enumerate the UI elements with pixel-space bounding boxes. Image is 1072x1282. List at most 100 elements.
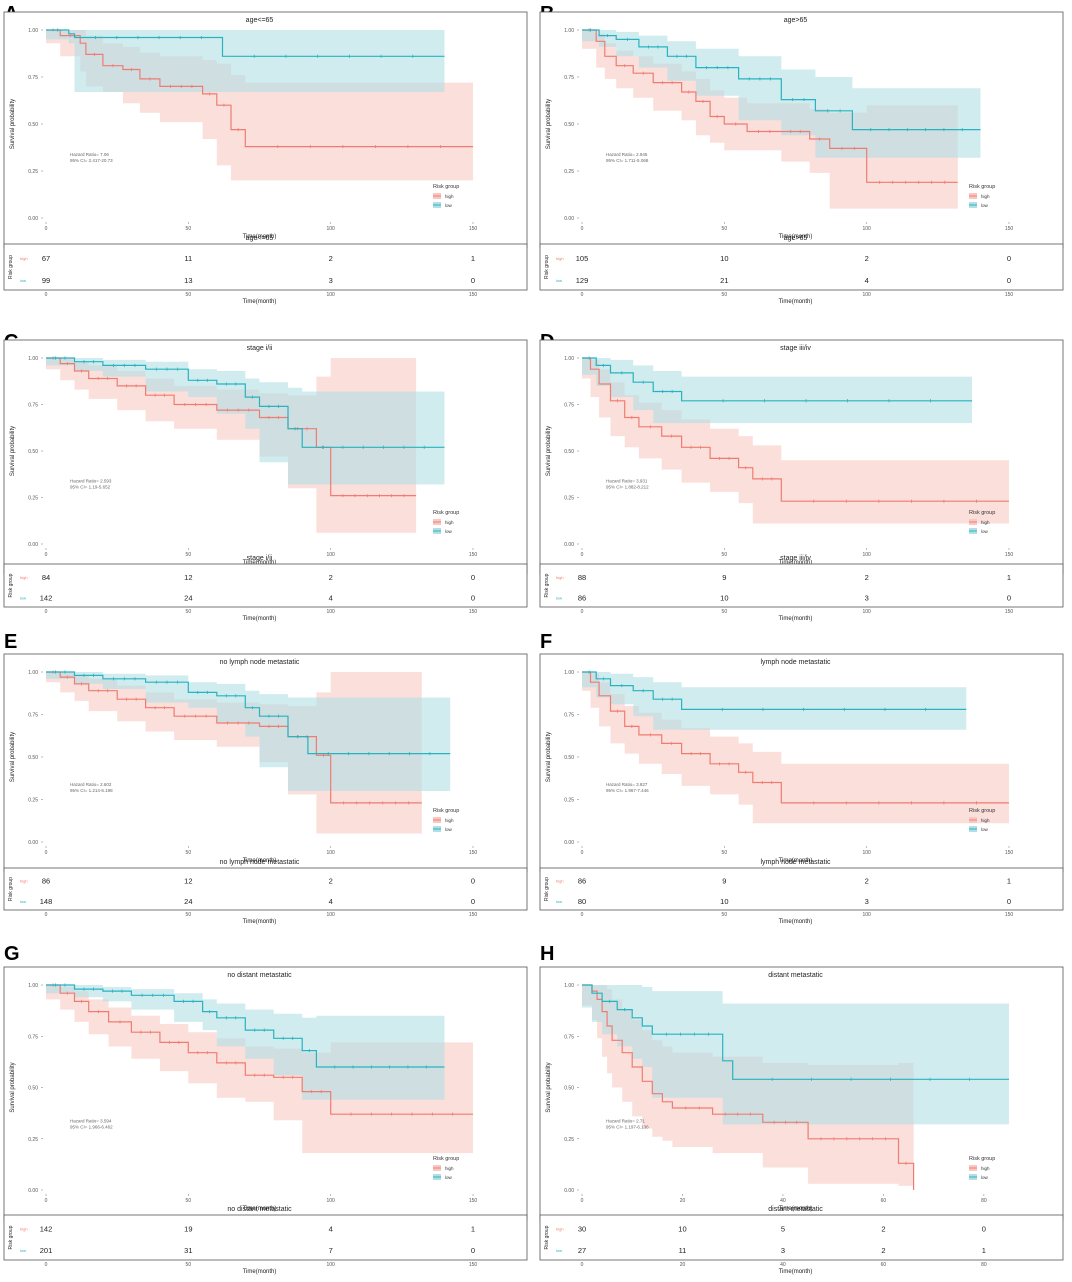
risk-count-low: 2	[881, 1246, 885, 1255]
x-tick-label: 50	[186, 226, 192, 232]
risk-x-tick-label: 50	[722, 609, 728, 615]
risk-x-tick-label: 0	[45, 609, 48, 615]
risk-count-low: 3	[329, 276, 333, 285]
x-tick-label: 0	[581, 1198, 584, 1204]
risk-count-high: 30	[578, 1225, 586, 1234]
x-tick-label: 50	[722, 226, 728, 232]
risk-x-tick-label: 100	[326, 1262, 335, 1268]
risk-count-high: 2	[329, 573, 333, 582]
confidence-interval: 95% CI= 1.711-5.068	[606, 158, 649, 163]
risk-count-high: 84	[42, 573, 50, 582]
risk-x-axis-label: Time(month)	[779, 1269, 813, 1275]
confidence-interval: 95% CI= 1.967-7.446	[606, 788, 649, 793]
x-tick-label: 60	[881, 1198, 887, 1204]
x-tick-label: 100	[326, 226, 335, 232]
y-tick-label: 0.25	[28, 798, 38, 804]
ci-band-low	[582, 358, 972, 424]
risk-row-label-high: high	[20, 256, 28, 261]
risk-count-high: 0	[471, 877, 475, 886]
x-tick-label: 0	[581, 226, 584, 232]
risk-table-title: age>65	[784, 235, 808, 242]
y-axis-label: Survival probability	[546, 732, 552, 782]
x-axis-label: Time(month)	[243, 1206, 277, 1212]
plot-title: age>65	[784, 17, 808, 24]
legend-label-high: high	[445, 1166, 454, 1171]
panel-g: Gno distant metastatic 0.00 0.25 0.50 0.75 1.…	[3, 943, 528, 1275]
risk-count-low: 201	[40, 1246, 53, 1255]
x-axis-label: Time(month)	[243, 858, 277, 864]
risk-table-axis-label: Risk group	[544, 573, 550, 597]
risk-x-tick-label: 150	[1005, 609, 1014, 615]
risk-x-axis-label: Time(month)	[779, 299, 813, 305]
survival-curve-low	[46, 671, 451, 755]
y-tick-label: 0.00	[28, 542, 38, 548]
x-tick-label: 100	[862, 226, 871, 232]
legend-label-low: low	[445, 827, 453, 832]
confidence-interval: 95% CI= 1.966-6.462	[70, 1124, 113, 1129]
x-tick-label: 150	[1005, 552, 1014, 558]
risk-row-label-low: low	[556, 596, 562, 601]
y-tick-label: 0.50	[28, 755, 38, 761]
risk-count-high: 0	[1007, 254, 1011, 263]
y-tick-label: 0.00	[564, 840, 574, 846]
y-tick-label: 1.00	[28, 356, 38, 362]
risk-x-tick-label: 50	[186, 912, 192, 918]
risk-row-label-low: low	[556, 899, 562, 904]
risk-count-low: 0	[471, 276, 475, 285]
y-tick-label: 0.25	[564, 496, 574, 502]
y-tick-label: 0.00	[28, 216, 38, 222]
risk-count-low: 7	[329, 1246, 333, 1255]
risk-table-axis-label: Risk group	[8, 573, 14, 597]
y-tick-label: 0.25	[28, 1137, 38, 1143]
x-axis-label: Time(month)	[779, 560, 813, 566]
x-tick-label: 50	[186, 850, 192, 856]
risk-table-axis-label: Risk group	[544, 255, 550, 279]
y-axis-label: Survival probability	[546, 426, 552, 476]
risk-row-label-high: high	[556, 256, 564, 261]
y-tick-label: 0.75	[28, 713, 38, 719]
y-tick-label: 0.25	[564, 169, 574, 175]
survival-curve-low	[46, 357, 445, 448]
risk-count-high: 5	[781, 1225, 785, 1234]
legend-title: Risk group	[433, 510, 459, 516]
x-axis-label: Time(month)	[779, 234, 813, 240]
x-tick-label: 150	[469, 226, 478, 232]
risk-count-high: 86	[42, 877, 50, 886]
risk-count-high: 1	[471, 1225, 475, 1234]
x-axis-label: Time(month)	[243, 560, 277, 566]
risk-x-axis-label: Time(month)	[243, 919, 277, 925]
survival-curve-high	[46, 29, 473, 148]
legend-label-high: high	[981, 194, 990, 199]
legend-label-low: low	[445, 203, 453, 208]
risk-x-tick-label: 0	[581, 292, 584, 298]
legend-label-low: low	[445, 529, 453, 534]
y-tick-label: 1.00	[564, 356, 574, 362]
y-tick-label: 0.00	[28, 1188, 38, 1194]
x-tick-label: 100	[326, 1198, 335, 1204]
x-axis-label: Time(month)	[243, 234, 277, 240]
hazard-ratio: Hazard Ratio= 2.602	[70, 782, 112, 787]
panel-a: Aage<=650.000.250.500.751.00050100150Sur…	[3, 3, 528, 305]
risk-table-axis-label: Risk group	[8, 877, 14, 901]
panel-letter: F	[540, 631, 552, 653]
risk-table-frame	[3, 563, 528, 608]
y-tick-label: 0.50	[564, 122, 574, 128]
y-axis-label: Survival probability	[10, 99, 16, 149]
risk-table-title: stage iii/iv	[780, 555, 811, 562]
risk-table-title: no distant metastatic	[227, 1206, 292, 1213]
risk-count-high: 4	[329, 1225, 333, 1234]
risk-count-low: 142	[40, 594, 53, 603]
confidence-interval: 95% CI= 1.214-5.198	[70, 788, 113, 793]
risk-row-label-high: high	[20, 1227, 28, 1232]
risk-count-high: 1	[1007, 573, 1011, 582]
risk-count-low: 13	[184, 276, 192, 285]
y-tick-label: 0.75	[564, 403, 574, 409]
y-tick-label: 0.75	[28, 1034, 38, 1040]
risk-x-tick-label: 50	[722, 292, 728, 298]
x-tick-label: 80	[981, 1198, 987, 1204]
risk-x-axis-label: Time(month)	[779, 919, 813, 925]
hazard-ratio: Hazard Ratio= 2.71	[606, 1118, 645, 1123]
risk-count-high: 10	[678, 1225, 686, 1234]
risk-table-frame	[3, 243, 528, 291]
plot-title: no distant metastatic	[227, 972, 292, 979]
